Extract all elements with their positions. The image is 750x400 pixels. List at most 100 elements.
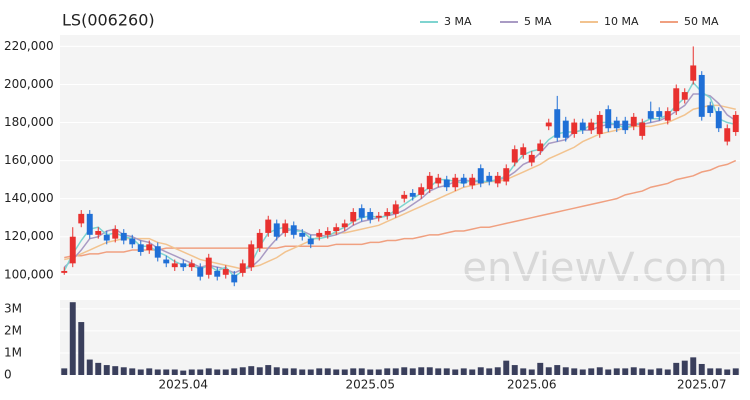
volume-bar (605, 369, 612, 375)
volume-bar (222, 369, 229, 375)
candle-body (460, 177, 467, 184)
legend-label: 10 MA (604, 15, 639, 28)
volume-bar (129, 368, 136, 375)
volume-bar (715, 368, 722, 375)
volume-bar (137, 369, 144, 375)
candle-body (69, 236, 76, 264)
volume-bar (112, 366, 119, 375)
volume-bar (154, 369, 161, 375)
candle-body (426, 175, 433, 190)
volume-bar (503, 360, 510, 375)
volume-bar (375, 369, 382, 375)
volume-bar (588, 368, 595, 375)
candle-body (137, 244, 144, 252)
volume-bar (290, 368, 297, 375)
volume-bar (231, 368, 238, 375)
volume-bar (239, 367, 246, 375)
volume-bar (452, 369, 459, 375)
candle-body (248, 244, 255, 268)
candle-body (205, 257, 212, 275)
volume-bar (579, 369, 586, 375)
volume-bar (554, 365, 561, 375)
candle-body (154, 246, 161, 258)
volume-bar (477, 367, 484, 375)
x-tick-label: 2025.04 (158, 378, 208, 392)
volume-bar (61, 368, 68, 375)
volume-bar (664, 369, 671, 375)
candle-body (503, 168, 510, 182)
volume-bar (78, 322, 85, 375)
candle-body (443, 179, 450, 188)
volume-bar (95, 362, 102, 375)
volume-bar (545, 367, 552, 375)
volume-bar (307, 369, 314, 375)
candle-body (299, 232, 306, 237)
candle-body (324, 231, 331, 235)
x-tick-label: 2025.05 (345, 378, 395, 392)
volume-bar (273, 367, 280, 375)
candle-body (307, 238, 314, 245)
candle-body (469, 177, 476, 186)
candle-body (358, 208, 365, 218)
candle-body (511, 149, 518, 163)
volume-bar (622, 368, 629, 375)
candle-body (673, 88, 680, 112)
volume-bar (171, 369, 178, 375)
volume-bar (265, 365, 272, 375)
candle-body (95, 231, 102, 235)
candle-body (375, 215, 382, 218)
y-tick-label: 140,000 (4, 191, 54, 205)
y-tick-label: 180,000 (4, 115, 54, 129)
volume-bar (367, 369, 374, 375)
candle-body (103, 234, 110, 241)
candle-body (571, 122, 578, 134)
candle-body (171, 263, 178, 268)
volume-bar (520, 368, 527, 375)
candle-body (392, 204, 399, 214)
volume-bar (299, 369, 306, 375)
volume-bar (724, 369, 731, 375)
candle-body (724, 128, 731, 142)
legend-label: 50 MA (684, 15, 719, 28)
legend-label: 5 MA (524, 15, 552, 28)
volume-bar (537, 362, 544, 375)
candle-body (690, 65, 697, 81)
volume-bar (103, 365, 110, 375)
y-tick-label: 120,000 (4, 229, 54, 243)
x-tick-label: 2025.06 (507, 378, 557, 392)
candle-body (78, 213, 85, 224)
volume-bar (698, 363, 705, 375)
candle-body (554, 109, 561, 138)
candle-body (341, 223, 348, 228)
volume-tick-label: 2M (4, 323, 22, 337)
volume-bar (707, 368, 714, 375)
candle-body (256, 232, 263, 249)
volume-bar (256, 367, 263, 375)
volume-bar (494, 367, 501, 375)
candle-body (163, 259, 170, 264)
candle-body (112, 229, 119, 239)
volume-bar (673, 362, 680, 375)
candle-body (545, 122, 552, 127)
candle-body (418, 187, 425, 195)
volume-bar (656, 368, 663, 375)
candle-body (664, 111, 671, 121)
volume-bar (333, 369, 340, 375)
candle-body (435, 177, 442, 184)
candle-body (520, 147, 527, 155)
candle-body (180, 263, 187, 268)
candle-body (316, 232, 323, 237)
candle-body (656, 111, 663, 117)
volume-bar (681, 360, 688, 375)
volume-bar (205, 368, 212, 375)
candle-body (401, 194, 408, 199)
candle-body (188, 263, 195, 268)
volume-bar (647, 369, 654, 375)
y-tick-label: 100,000 (4, 267, 54, 281)
candle-body (384, 211, 391, 216)
candle-body (486, 175, 493, 182)
volume-bar (188, 369, 195, 375)
candle-body (231, 274, 238, 283)
volume-panel (60, 300, 740, 375)
